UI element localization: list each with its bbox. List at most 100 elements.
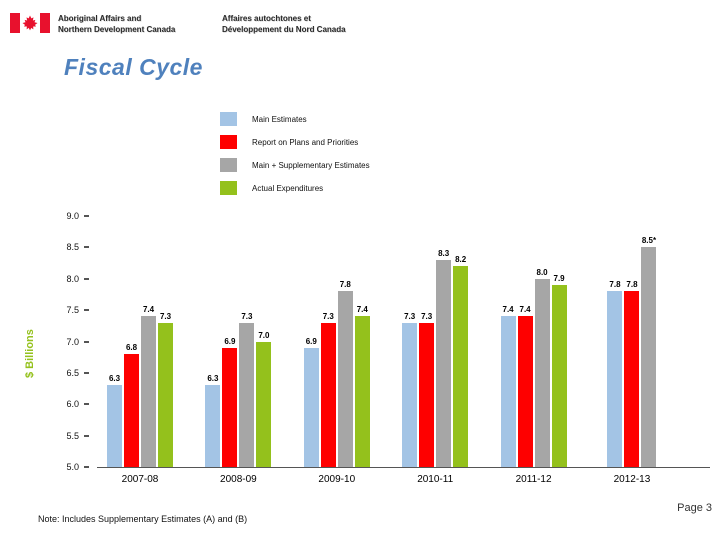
bar: 6.3 <box>205 374 221 467</box>
bar-value-label: 7.4 <box>502 305 514 315</box>
x-axis-category-label: 2007-08 <box>121 474 159 485</box>
bar: 7.8 <box>337 280 353 467</box>
tick-mark <box>84 371 89 374</box>
bar-value-label: 6.3 <box>207 374 219 384</box>
bar: 7.3 <box>239 312 255 467</box>
legend-swatch-green <box>220 181 237 195</box>
bar-value-label: 7.8 <box>339 280 351 290</box>
tick-mark <box>84 277 89 280</box>
legend-swatch-red <box>220 135 237 149</box>
bar-value-label: 8.5* <box>641 236 657 246</box>
y-axis-tick: 9.0 <box>43 211 89 221</box>
bar: 8.0 <box>534 268 550 467</box>
tick-mark <box>84 403 89 406</box>
plot-area: 5.0 5.5 6.0 6.5 7.0 7.5 8.0 8.5 9.0 6.3 6.8 7.4 7.3 2… <box>66 211 710 485</box>
bar-value-label: 6.3 <box>108 374 121 384</box>
bar: 8.5* <box>641 236 657 467</box>
tick-mark <box>84 309 89 312</box>
legend-label: Main Estimates <box>252 114 307 124</box>
legend-label: Report on Plans and Priorities <box>252 137 359 147</box>
bar-value-label: 7.0 <box>258 330 270 340</box>
bar-value-label: 6.9 <box>305 336 317 346</box>
y-axis-tick-label: 5.5 <box>66 430 79 441</box>
bar: 7.0 <box>256 331 272 467</box>
bar: 7.3 <box>158 312 173 467</box>
bar-value-label: 7.3 <box>159 311 172 321</box>
y-axis-tick: 5.5 <box>43 431 89 441</box>
y-axis-tick-label: 6.5 <box>66 367 79 378</box>
legend-item-report-plans-priorities: Report on Plans and Priorities <box>220 135 370 149</box>
bar-group: 6.9 7.3 7.8 7.4 2009-10 <box>303 216 370 485</box>
legend-item-actual-expenditures: Actual Expenditures <box>220 181 370 195</box>
bar: 7.3 <box>402 312 418 467</box>
bar: 6.8 <box>124 343 139 467</box>
bar: 6.9 <box>303 337 319 467</box>
bar: 7.4 <box>500 305 516 467</box>
page-title: Fiscal Cycle <box>64 54 203 80</box>
legend-label: Main + Supplementary Estimates <box>252 160 370 170</box>
bar: 7.8 <box>624 280 640 467</box>
x-axis-category-label: 2008-09 <box>220 474 257 485</box>
y-axis-tick: 7.5 <box>43 305 89 315</box>
y-axis-tick: 8.5 <box>43 242 89 252</box>
bar: 7.9 <box>551 274 567 467</box>
x-axis-category-label: 2009-10 <box>318 474 356 485</box>
bar-value-label: 7.4 <box>356 305 368 315</box>
bar-value-label: 7.3 <box>322 311 334 321</box>
tick-mark <box>84 215 89 217</box>
y-axis-tick-label: 7.5 <box>66 305 79 316</box>
bar: 6.3 <box>107 374 122 467</box>
bar-group: 7.8 7.8 8.5* 2012-13 <box>599 216 665 485</box>
bar-group: 7.3 7.3 8.3 8.2 2010-11 <box>402 216 469 485</box>
y-axis-tick-label: 8.5 <box>66 242 79 253</box>
bar: 8.3 <box>436 249 452 467</box>
y-axis-title: $ Billions <box>24 329 36 378</box>
bar-value-label: 7.3 <box>241 311 253 321</box>
page-number: Page 3 <box>677 502 712 514</box>
bar: 7.3 <box>419 312 435 467</box>
bar: 7.3 <box>320 312 336 467</box>
y-axis-tick-label: 9.0 <box>66 211 79 221</box>
legend-swatch-blue <box>220 112 237 126</box>
bar-value-label: 6.9 <box>224 336 236 346</box>
org-name-english: Aboriginal Affairs and Northern Developm… <box>58 14 175 36</box>
y-axis-tick: 5.0 <box>43 462 89 472</box>
bar-value-label: 8.0 <box>536 267 548 277</box>
bar: 7.4 <box>517 305 533 467</box>
footnote: Note: Includes Supplementary Estimates (… <box>38 514 248 524</box>
tick-mark <box>84 466 89 468</box>
bar-value-label: 8.3 <box>438 248 450 258</box>
y-axis-tick-label: 6.0 <box>66 399 79 410</box>
x-axis-category-label: 2012-13 <box>613 474 651 485</box>
bar-group: 6.3 6.9 7.3 7.0 2008-09 <box>205 216 272 485</box>
y-axis-tick-label: 8.0 <box>66 273 79 284</box>
tick-mark <box>84 434 89 437</box>
bar-value-label: 7.4 <box>519 305 531 315</box>
org-name-french: Affaires autochtones et Développement du… <box>222 14 346 36</box>
bar-value-label: 7.4 <box>142 305 155 315</box>
x-axis-category-label: 2010-11 <box>417 474 454 485</box>
legend-item-main-estimates: Main Estimates <box>220 112 370 126</box>
y-axis-tick: 8.0 <box>43 274 89 284</box>
org-fr-line2: Développement du Nord Canada <box>222 24 346 34</box>
canada-flag-icon <box>10 13 50 33</box>
y-axis-tick-label: 7.0 <box>66 336 79 347</box>
bar-value-label: 7.8 <box>626 280 638 290</box>
bar-value-label: 7.9 <box>553 274 565 284</box>
bar-value-label: 6.8 <box>125 343 138 353</box>
bar: 8.2 <box>453 255 469 467</box>
y-axis-tick: 6.0 <box>43 399 89 409</box>
x-axis-category-label: 2011-12 <box>515 474 552 485</box>
org-en-line2: Northern Development Canada <box>58 24 176 34</box>
legend-item-main-supplementary: Main + Supplementary Estimates <box>220 158 370 172</box>
bar: 7.4 <box>354 305 370 467</box>
bar-value-label: 7.3 <box>421 311 433 321</box>
legend-label: Actual Expenditures <box>252 183 324 193</box>
bar-group: 7.4 7.4 8.0 7.9 2011-12 <box>500 216 567 485</box>
bar: 7.4 <box>141 305 156 467</box>
y-axis-tick: 6.5 <box>43 368 89 378</box>
y-axis-tick-label: 5.0 <box>66 462 79 472</box>
y-axis-tick: 7.0 <box>43 337 89 347</box>
tick-mark <box>84 246 89 249</box>
